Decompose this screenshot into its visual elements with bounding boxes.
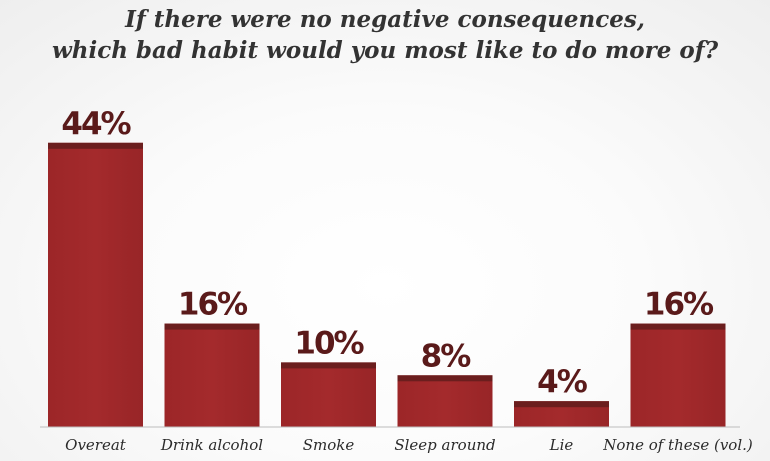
bar-cap-5 <box>630 323 726 330</box>
category-labels-layer: Overeat Drink alcohol Smoke Sleep around Lie… <box>65 436 753 454</box>
category-label-3: Sleep around <box>394 436 495 454</box>
category-label-5: None of these (vol.) <box>602 436 753 454</box>
category-label-2: Smoke <box>303 436 355 454</box>
value-label-5: 16% <box>644 287 714 323</box>
bar-0 <box>48 142 143 428</box>
bars-layer <box>48 142 726 428</box>
chart-title-line-1: If there were no negative consequences, <box>125 6 645 33</box>
category-label-0: Overeat <box>65 436 127 454</box>
category-label-4: Lie <box>549 436 574 454</box>
value-label-4: 4% <box>537 364 588 400</box>
bar-cap-0 <box>48 142 143 149</box>
value-label-0: 44% <box>61 106 131 142</box>
bar-cap-1 <box>164 323 260 330</box>
bar-1 <box>164 323 260 427</box>
bar-2 <box>281 362 376 427</box>
chart-title-line-2: which bad habit would you most like to d… <box>51 37 719 64</box>
value-labels-layer: 44% 16% 10% 8% 4% 16% <box>61 106 716 400</box>
value-label-2: 10% <box>294 325 364 361</box>
bar-cap-3 <box>397 375 493 382</box>
value-label-1: 16% <box>178 287 248 323</box>
value-label-3: 8% <box>421 338 472 374</box>
chart-title: If there were no negative consequences, … <box>0 4 770 66</box>
bar-3 <box>397 375 493 427</box>
bar-cap-4 <box>514 401 609 408</box>
bar-cap-2 <box>281 362 376 369</box>
category-label-1: Drink alcohol <box>160 436 263 454</box>
bar-5 <box>630 323 726 427</box>
